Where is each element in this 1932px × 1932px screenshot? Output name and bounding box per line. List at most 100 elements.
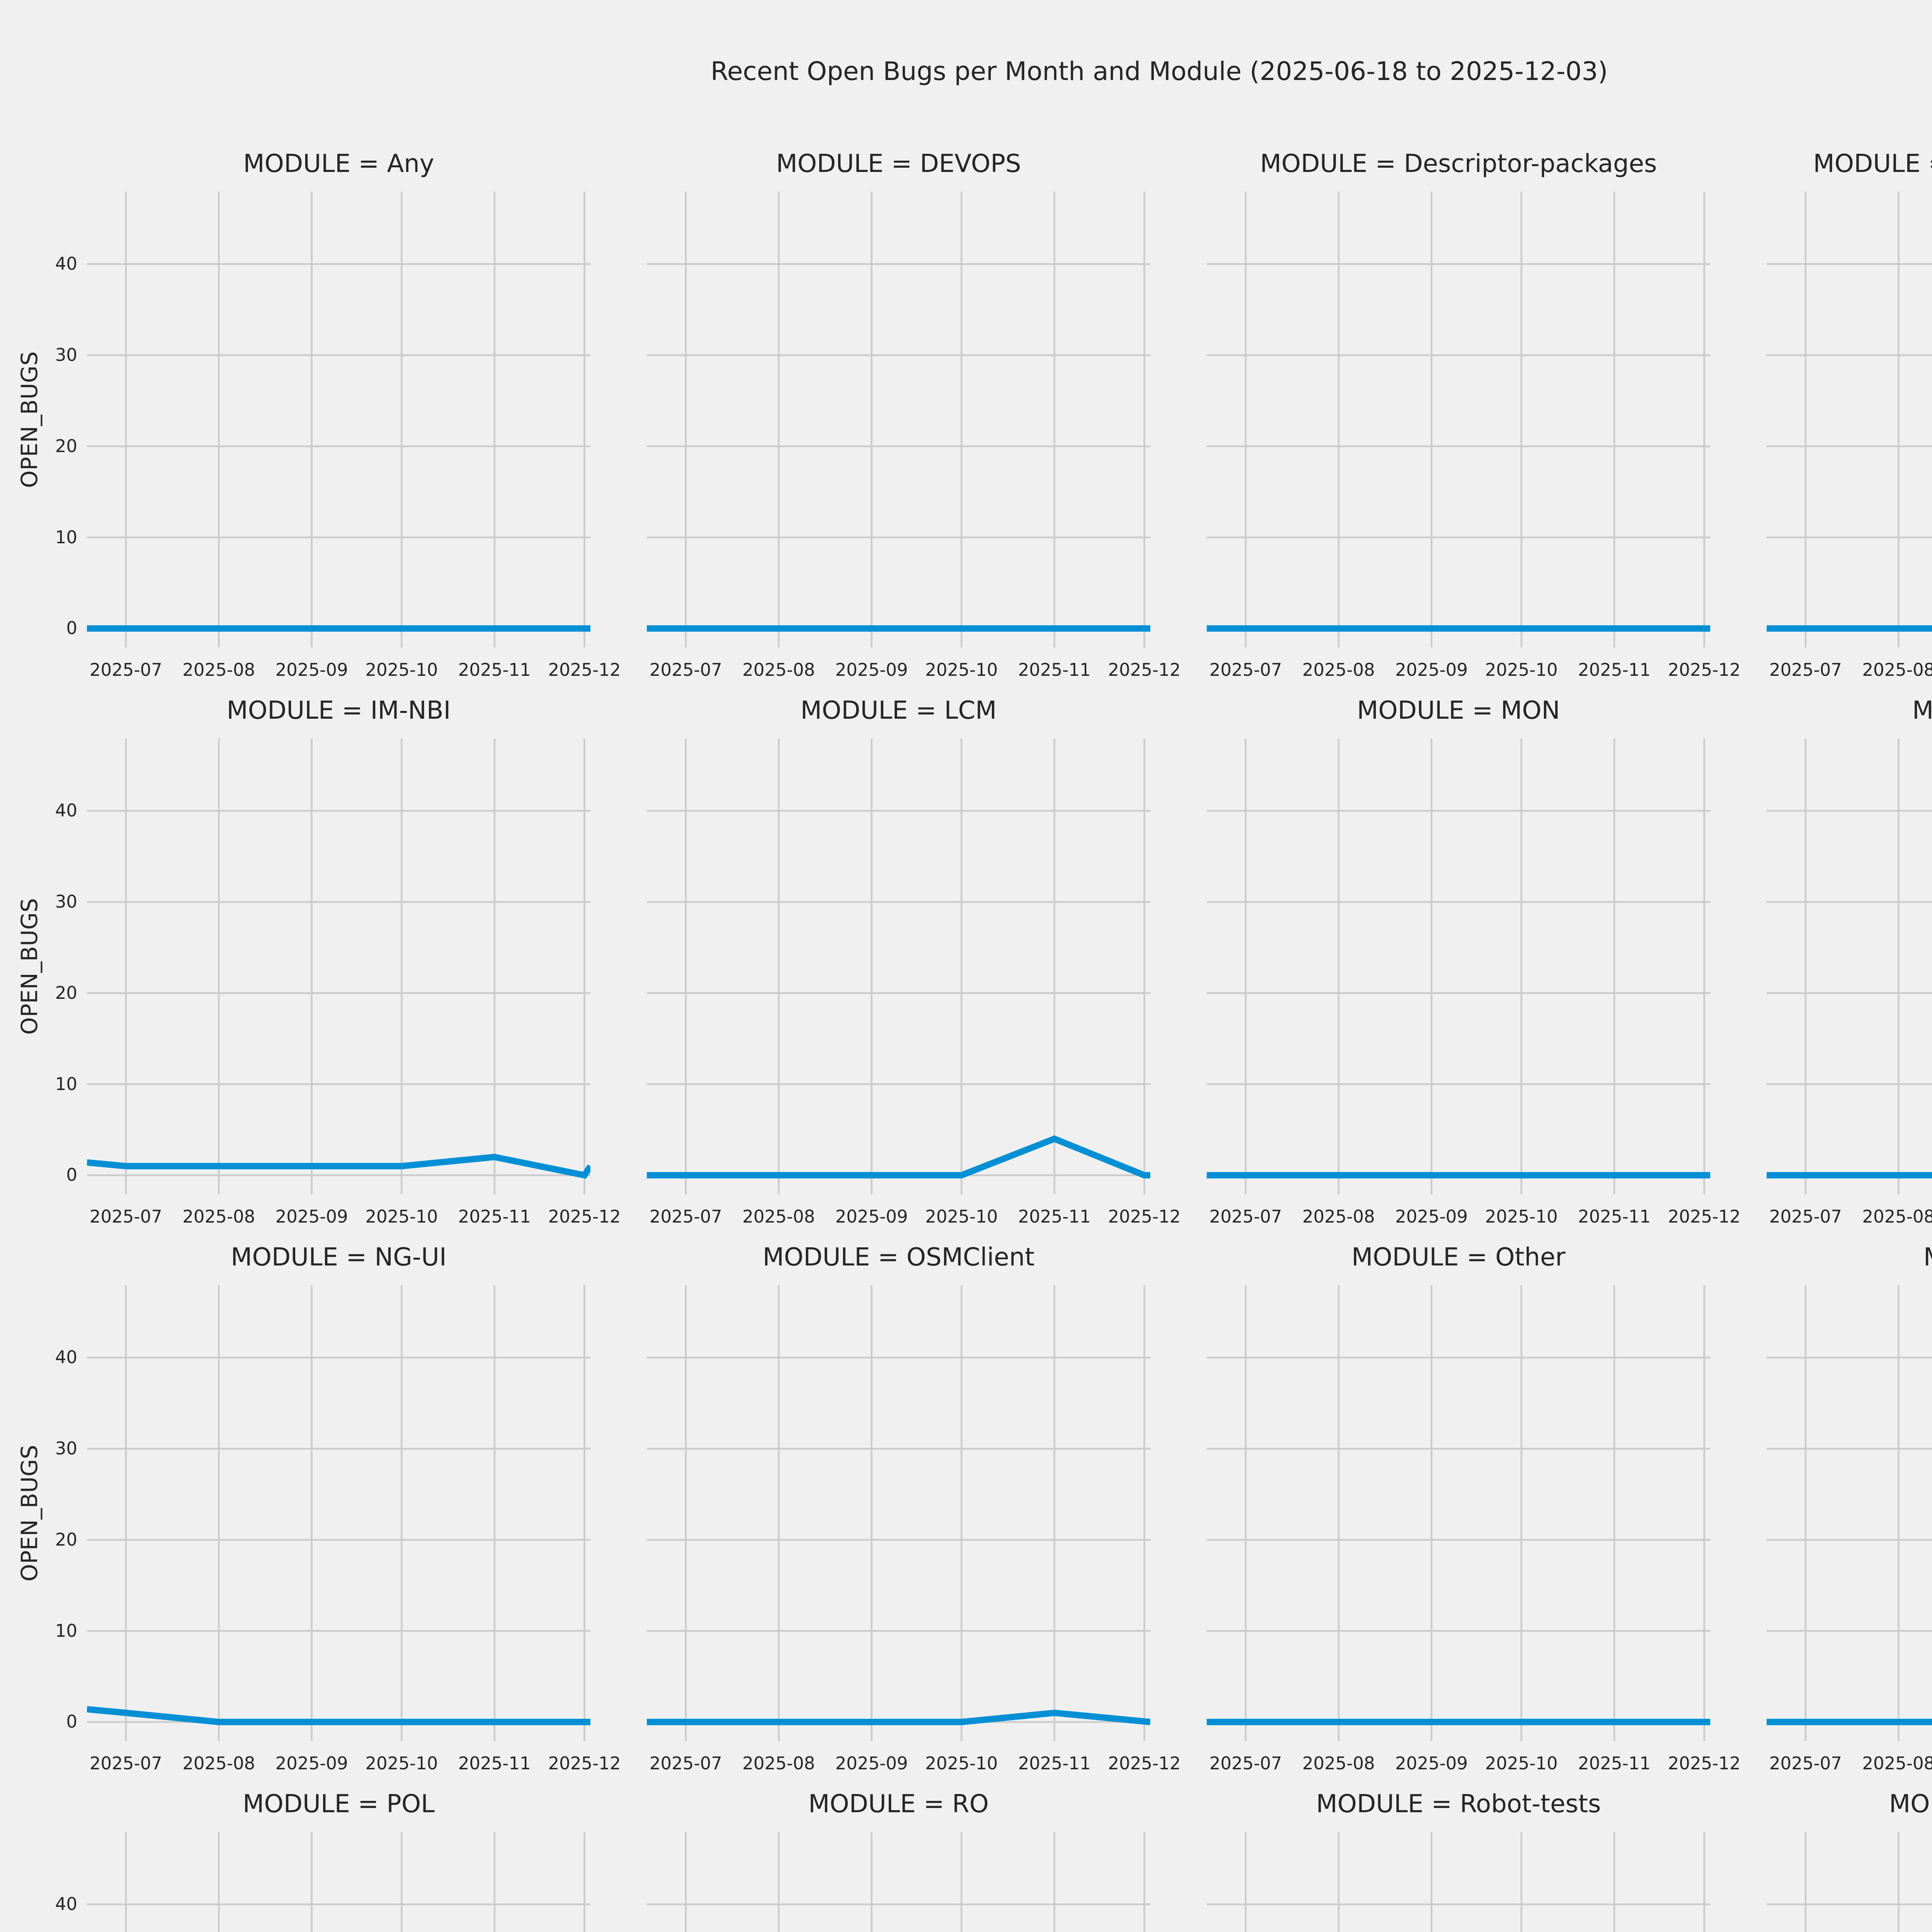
y-axis-label: OPEN_BUGS: [16, 898, 43, 1035]
x-tick-label: 2025-09: [275, 1753, 348, 1774]
facet-title: MODULE = Descriptor-packages: [1260, 150, 1657, 178]
plot-area: [647, 738, 1150, 1194]
facet-title: MODULE = OSMClient: [762, 1243, 1035, 1272]
plot-area: [87, 192, 590, 648]
facet-any: MODULE = Any 2025-07 2025-08 2025-09 2025-10…: [16, 150, 621, 680]
facet-title: MODULE = RO: [808, 1790, 989, 1818]
facet-title: MODULE = IM-NBI: [226, 696, 451, 725]
facet-mon: MODULE = MON 2025-07 2025-08 2025-09 2025-10…: [1207, 696, 1741, 1227]
y-tick-label: 10: [55, 1073, 77, 1094]
y-tick-label: 0: [66, 1711, 77, 1732]
open-bugs-line: [647, 1135, 1150, 1179]
y-tick-label: 40: [55, 253, 77, 274]
x-tick-label: 2025-11: [1018, 1206, 1091, 1227]
plot-area: [647, 192, 1150, 648]
y-tick-label: 40: [55, 1347, 77, 1368]
x-tick-label: 2025-07: [1209, 1753, 1282, 1774]
x-tick-label: 2025-12: [548, 660, 621, 680]
plot-area: [87, 1285, 590, 1741]
x-tick-label: 2025-07: [1769, 660, 1842, 680]
x-tick-label: 2025-09: [275, 1206, 348, 1227]
facet-robot-tests: MODULE = Robot-tests2025-072025-082025-0…: [1207, 1790, 1710, 1932]
y-tick-label: 30: [55, 891, 77, 912]
facet-title: MODULE = NG-UI: [231, 1243, 447, 1272]
x-tick-label: 2025-12: [1108, 1206, 1181, 1227]
y-tick-label: 10: [55, 1620, 77, 1641]
facet-lcm: MODULE = LCM 2025-07 2025-08 2025-09 2025-10…: [647, 696, 1181, 1227]
x-tick-label: 2025-07: [89, 660, 162, 680]
plot-area: [87, 1832, 590, 1932]
y-tick-label: 0: [66, 1165, 77, 1185]
x-tick-label: 2025-08: [182, 660, 255, 680]
x-tick-label: 2025-10: [925, 1753, 998, 1774]
plot-area: [1207, 192, 1710, 648]
y-tick-label: 30: [55, 345, 77, 366]
x-tick-label: 2025-10: [1485, 1206, 1558, 1227]
x-tick-label: 2025-07: [1209, 1206, 1282, 1227]
x-tick-label: 2025-12: [548, 1753, 621, 1774]
facet-ng-ui: MODULE = NG-UI 2025-07 2025-08 2025-09 2025-…: [16, 1243, 621, 1774]
facet-title: MODULE = POL: [243, 1790, 435, 1818]
facet-title: MODULE = N2VC: [1912, 696, 1932, 725]
facet-unknown: MODULE = Unknown2025-072025-082025-09202…: [1767, 1790, 1932, 1932]
facet-documentation-wiki: MODULE = Documentation / Wiki 2025-07 2025…: [1767, 150, 1932, 680]
plot-area: [1767, 192, 1932, 648]
facet-title: MODULE = Any: [243, 150, 434, 178]
x-tick-label: 2025-11: [1018, 660, 1091, 680]
x-tick-label: 2025-12: [1108, 1753, 1181, 1774]
x-tick-label: 2025-07: [1769, 1753, 1842, 1774]
x-tick-label: 2025-09: [1395, 1206, 1468, 1227]
y-tick-label: 0: [66, 618, 77, 639]
plot-area: [1767, 1285, 1932, 1741]
x-tick-label: 2025-09: [1395, 1753, 1468, 1774]
facet-descriptor-packages: MODULE = Descriptor-packages 2025-07 2025-…: [1207, 150, 1741, 680]
plot-area: [1767, 738, 1932, 1194]
x-tick-label: 2025-10: [925, 660, 998, 680]
x-tick-label: 2025-10: [365, 1206, 438, 1227]
x-tick-label: 2025-08: [182, 1206, 255, 1227]
y-tick-label: 20: [55, 435, 77, 456]
facet-n2vc: MODULE = N2VC2025-072025-082025-092025-1…: [1767, 696, 1932, 1227]
y-axis-label: OPEN_BUGS: [16, 1445, 43, 1582]
x-tick-label: 2025-07: [649, 1753, 722, 1774]
plot-area: [1207, 1832, 1710, 1932]
x-tick-label: 2025-07: [649, 1206, 722, 1227]
x-tick-label: 2025-08: [1302, 660, 1375, 680]
x-tick-label: 2025-08: [1862, 1206, 1932, 1227]
plot-area: [87, 738, 590, 1194]
x-tick-label: 2025-11: [1018, 1753, 1091, 1774]
x-tick-label: 2025-10: [365, 660, 438, 680]
x-tick-label: 2025-08: [1862, 1753, 1932, 1774]
x-tick-label: 2025-07: [649, 660, 722, 680]
x-tick-label: 2025-11: [458, 1753, 531, 1774]
x-tick-label: 2025-11: [458, 660, 531, 680]
x-tick-label: 2025-10: [925, 1206, 998, 1227]
facet-title: MODULE = Other: [1351, 1243, 1566, 1272]
x-tick-label: 2025-11: [1578, 1206, 1651, 1227]
y-tick-label: 20: [55, 982, 77, 1003]
x-tick-label: 2025-08: [742, 660, 815, 680]
x-tick-label: 2025-08: [742, 1753, 815, 1774]
facet-other: MODULE = Other 2025-07 2025-08 2025-09 2025-…: [1207, 1243, 1741, 1774]
plot-area: [647, 1285, 1150, 1741]
facet-title: MODULE = MON: [1357, 696, 1560, 725]
plot-area: [1207, 738, 1710, 1194]
y-tick-label: 40: [55, 800, 77, 821]
facet-title: MODULE = LCM: [800, 696, 997, 725]
x-tick-label: 2025-07: [89, 1206, 162, 1227]
x-tick-label: 2025-09: [835, 1206, 908, 1227]
x-tick-label: 2025-12: [548, 1206, 621, 1227]
x-tick-label: 2025-11: [458, 1206, 531, 1227]
y-tick-label: 20: [55, 1529, 77, 1550]
x-tick-label: 2025-11: [1578, 660, 1651, 680]
x-tick-label: 2025-12: [1108, 660, 1181, 680]
x-tick-label: 2025-09: [835, 660, 908, 680]
x-tick-label: 2025-12: [1668, 1753, 1741, 1774]
x-tick-label: 2025-10: [1485, 660, 1558, 680]
x-tick-label: 2025-10: [1485, 1753, 1558, 1774]
y-tick-label: 40: [55, 1894, 77, 1915]
facet-pol: MODULE = POL2025-072025-082025-092025-10…: [55, 1790, 590, 1932]
x-tick-label: 2025-09: [1395, 660, 1468, 680]
y-tick-label: 30: [55, 1438, 77, 1459]
x-tick-label: 2025-08: [1862, 660, 1932, 680]
